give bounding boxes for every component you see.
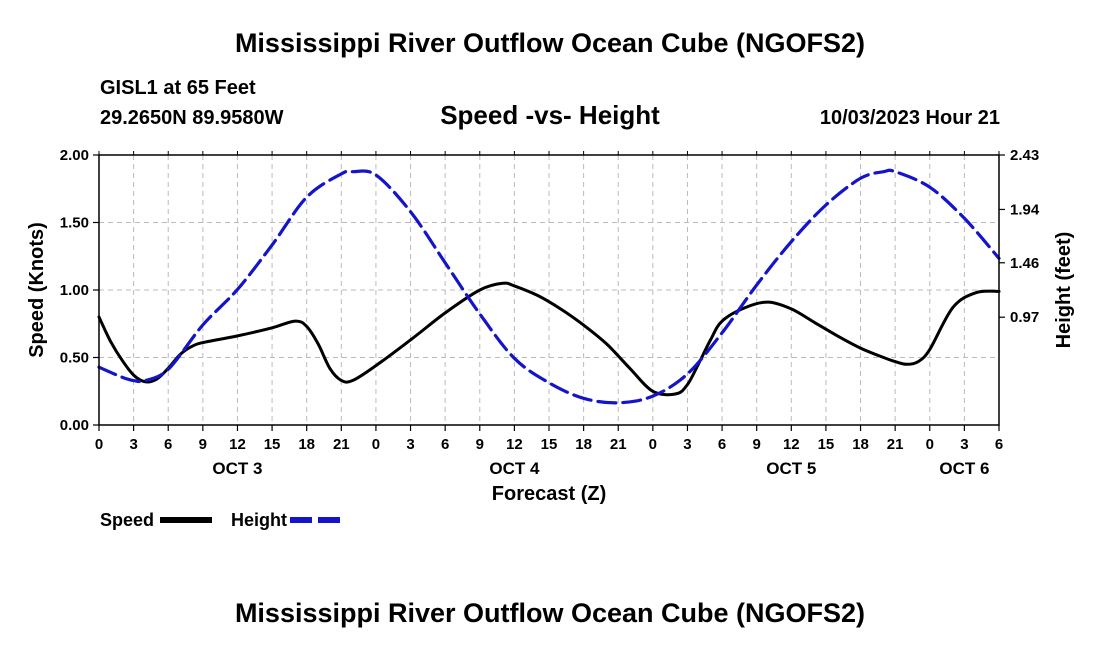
y-tick-label-left: 1.00 [60,282,89,299]
x-tick-label: 18 [575,436,592,453]
x-tick-label: 15 [264,436,281,453]
x-tick-label: 6 [441,436,449,453]
x-tick-label: 6 [718,436,726,453]
speed-height-chart: 0 3 6 9 12 15 18 21 0 3 6 9 12 15 18 21 0 3 6 9 12 15 18 21 0 3 6O… [26,147,1075,530]
y-axis-label-right: Height (feet) [1053,232,1075,349]
x-day-label: OCT 3 [212,459,262,478]
chart-subtitle: Speed -vs- Height [440,100,660,130]
legend-height-label: Height [231,510,287,530]
y-tick-label-left: 0.00 [60,417,89,434]
y-tick-label-right: 1.46 [1010,255,1039,272]
x-tick-label: 12 [229,436,246,453]
x-tick-label: 21 [333,436,350,453]
x-tick-label: 9 [199,436,207,453]
x-tick-label: 3 [406,436,414,453]
x-tick-label: 0 [95,436,103,453]
data-series [97,168,1001,405]
legend: Speed Height [100,510,342,530]
x-tick-label: 21 [610,436,627,453]
station-coords: 29.2650N 89.9580W [100,107,284,129]
x-tick-label: 3 [129,436,137,453]
x-tick-label: 21 [887,436,904,453]
forecast-timestamp: 10/03/2023 Hour 21 [819,107,1000,129]
x-day-label: OCT 4 [489,459,540,478]
x-tick-label: 3 [960,436,968,453]
height-series-line [97,168,1001,405]
y-axis-label-left: Speed (Knots) [26,222,48,358]
y-tick-label-right: 0.97 [1010,309,1039,326]
x-tick-label: 0 [372,436,380,453]
grid-lines [99,155,999,425]
x-tick-label: 6 [995,436,1003,453]
y-tick-label-left: 1.50 [60,215,89,232]
page-title: Mississippi River Outflow Ocean Cube (NG… [234,28,866,58]
x-day-label: OCT 6 [939,459,989,478]
station-name: GISL1 at 65 Feet [100,77,256,99]
x-tick-label: 9 [476,436,484,453]
x-tick-label: 18 [852,436,869,453]
y-tick-label-left: 0.50 [60,350,89,367]
x-tick-label: 3 [683,436,691,453]
y-tick-label-right: 1.94 [1010,201,1040,218]
x-tick-label: 15 [541,436,558,453]
x-tick-label: 0 [926,436,934,453]
x-tick-label: 6 [164,436,172,453]
bottom-title: Mississippi River Outflow Ocean Cube (NG… [234,598,866,628]
x-axis-label: Forecast (Z) [492,483,606,505]
x-tick-label: 12 [783,436,800,453]
y-tick-label-left: 2.00 [60,147,89,164]
x-tick-label: 18 [298,436,315,453]
x-tick-label: 9 [753,436,761,453]
axis-ticks: 0 3 6 9 12 15 18 21 0 3 6 9 12 15 18 21 0 3 6 9 12 15 18 21 0 3 6O… [60,147,1040,478]
legend-speed-label: Speed [100,510,154,530]
x-tick-label: 12 [506,436,523,453]
x-tick-label: 0 [649,436,657,453]
x-tick-label: 15 [818,436,835,453]
speed-series-line [97,281,1001,397]
y-tick-label-right: 2.43 [1010,147,1039,164]
x-day-label: OCT 5 [766,459,816,478]
